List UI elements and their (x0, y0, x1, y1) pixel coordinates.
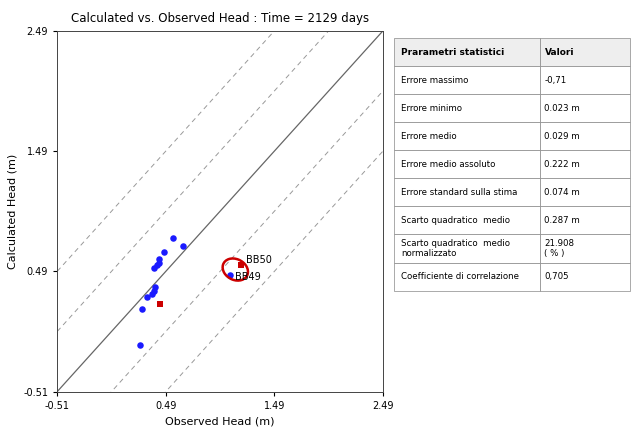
Text: BB49: BB49 (235, 272, 261, 282)
Point (152, 262, 162, 269)
Point (169, 234, 179, 241)
Point (155, 300, 165, 307)
Point (135, 341, 145, 348)
Point (154, 260, 164, 267)
Y-axis label: Calculated Head (m): Calculated Head (m) (8, 154, 18, 269)
X-axis label: Observed Head (m): Observed Head (m) (165, 416, 275, 426)
Point (147, 291, 157, 298)
Point (150, 283, 160, 290)
Point (149, 287, 159, 294)
Point (178, 242, 188, 249)
Point (142, 293, 153, 300)
Point (137, 305, 147, 312)
Point (158, 249, 169, 256)
Text: BB50: BB50 (246, 255, 272, 265)
Point (225, 271, 235, 279)
Title: Calculated vs. Observed Head : Time = 2129 days: Calculated vs. Observed Head : Time = 21… (71, 12, 369, 26)
Point (236, 262, 246, 269)
Point (154, 256, 164, 263)
Point (149, 264, 159, 271)
